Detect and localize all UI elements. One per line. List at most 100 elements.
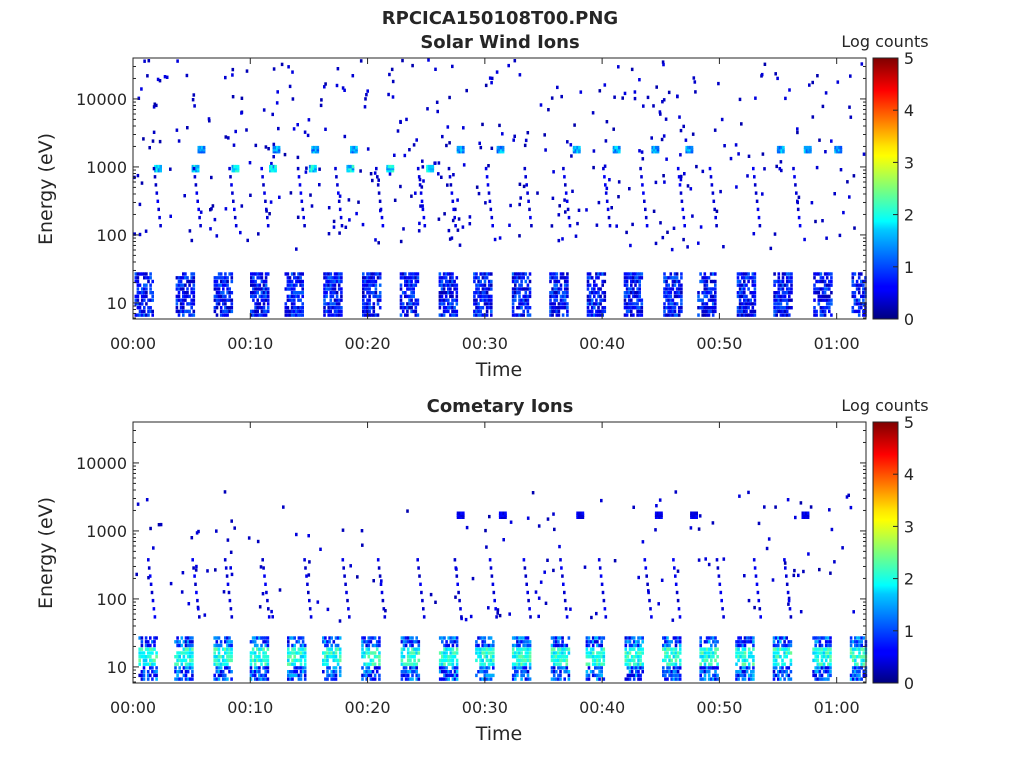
heatmap-cell xyxy=(543,570,546,574)
heatmap-cell xyxy=(477,291,480,295)
heatmap-cell xyxy=(254,283,257,287)
heatmap-cell xyxy=(676,598,680,603)
heatmap-cell xyxy=(142,137,145,141)
heatmap-cell xyxy=(348,164,351,169)
heatmap-cell xyxy=(853,291,857,295)
heatmap-cell xyxy=(637,647,640,651)
heatmap-cell xyxy=(333,298,337,302)
heatmap-cell xyxy=(186,276,189,280)
heatmap-cell xyxy=(786,590,790,595)
heatmap-cell xyxy=(576,513,579,517)
heatmap-cell xyxy=(266,643,270,648)
heatmap-cell xyxy=(787,673,791,678)
heatmap-cell xyxy=(557,279,561,284)
heatmap-cell xyxy=(455,640,459,644)
heatmap-cell xyxy=(217,276,221,280)
heatmap-cell xyxy=(143,309,146,314)
heatmap-cell xyxy=(253,651,257,655)
heatmap-cell xyxy=(336,647,340,651)
heatmap-cell xyxy=(857,291,861,295)
heatmap-cell xyxy=(553,291,556,295)
heatmap-cell xyxy=(853,302,857,306)
heatmap-cell xyxy=(178,643,181,648)
heatmap-cell xyxy=(288,279,292,284)
heatmap-cell xyxy=(270,609,273,614)
heatmap-cell xyxy=(777,287,781,291)
heatmap-cell xyxy=(303,643,307,648)
heatmap-cell xyxy=(230,272,234,276)
heatmap-cell xyxy=(640,309,644,314)
heatmap-cell xyxy=(180,651,184,655)
heatmap-cell xyxy=(391,95,395,99)
heatmap-cell xyxy=(264,658,267,663)
heatmap-cell xyxy=(328,651,331,655)
heatmap-cell xyxy=(293,306,296,310)
heatmap-cell xyxy=(672,662,676,666)
heatmap-cell xyxy=(438,294,442,299)
heatmap-cell xyxy=(366,309,369,314)
heatmap-cell xyxy=(777,640,780,644)
heatmap-cell xyxy=(159,164,162,169)
heatmap-cell xyxy=(453,677,457,681)
heatmap-cell xyxy=(336,636,340,640)
heatmap-cell xyxy=(671,287,675,291)
heatmap-cell xyxy=(378,662,381,666)
heatmap-cell xyxy=(292,127,296,131)
heatmap-cell xyxy=(779,294,783,299)
heatmap-cell xyxy=(351,169,355,173)
heatmap-cell xyxy=(217,658,221,663)
heatmap-cell xyxy=(709,298,713,302)
heatmap-cell xyxy=(566,140,569,144)
heatmap-cell xyxy=(291,636,294,640)
heatmap-cell xyxy=(809,148,812,152)
panel-cometary-ions: Cometary Ions 00:00 00:10 00:20 00:30 00:40 0… xyxy=(35,396,929,745)
heatmap-cell xyxy=(175,128,179,132)
heatmap-cell xyxy=(262,287,266,291)
heatmap-cell xyxy=(675,272,679,276)
heatmap-cell xyxy=(558,544,561,549)
heatmap-cell xyxy=(590,276,594,280)
heatmap-cell xyxy=(816,658,820,663)
heatmap-cell xyxy=(134,272,138,276)
heatmap-cell xyxy=(290,283,294,287)
heatmap-cell xyxy=(596,658,599,663)
heatmap-cell xyxy=(149,582,153,586)
heatmap-cell xyxy=(262,298,266,302)
heatmap-cell xyxy=(839,150,843,154)
heatmap-cell xyxy=(431,166,435,171)
heatmap-cell xyxy=(485,272,489,276)
heatmap-cell xyxy=(155,655,158,659)
heatmap-cell xyxy=(138,202,142,207)
heatmap-cell xyxy=(715,209,719,213)
heatmap-cell xyxy=(781,662,784,666)
heatmap-cell xyxy=(175,294,179,299)
heatmap-cell xyxy=(701,276,704,280)
heatmap-cell xyxy=(221,670,225,674)
heatmap-cell xyxy=(518,662,521,666)
heatmap-cell xyxy=(191,670,194,674)
heatmap-cell xyxy=(138,309,142,314)
heatmap-cell xyxy=(250,313,253,317)
heatmap-cell xyxy=(678,662,682,666)
heatmap-cell xyxy=(662,647,665,651)
heatmap-cell xyxy=(561,291,565,295)
heatmap-cell xyxy=(624,655,628,659)
heatmap-cell xyxy=(258,673,261,678)
heatmap-cell xyxy=(777,302,781,306)
heatmap-cell xyxy=(860,302,863,306)
heatmap-cell xyxy=(492,643,495,648)
heatmap-cell xyxy=(487,651,491,655)
heatmap-cell xyxy=(366,276,369,280)
heatmap-cell xyxy=(207,117,211,121)
heatmap-cell xyxy=(775,313,778,317)
heatmap-cell xyxy=(600,670,603,674)
heatmap-cell xyxy=(638,306,641,310)
heatmap-cell xyxy=(456,228,460,232)
heatmap-cell xyxy=(184,670,188,674)
heatmap-cell xyxy=(821,298,825,302)
heatmap-cell xyxy=(267,607,270,611)
heatmap-cell xyxy=(333,313,337,317)
heatmap-cell xyxy=(314,145,318,150)
heatmap-cell xyxy=(806,511,810,515)
heatmap-cell xyxy=(143,276,146,280)
